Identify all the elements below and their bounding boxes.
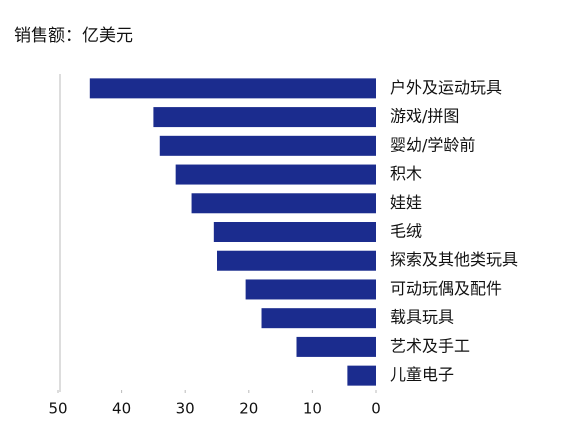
category-label: 艺术及手工 xyxy=(390,336,470,355)
bar xyxy=(261,308,376,329)
x-tick-label: 20 xyxy=(239,400,258,418)
x-tick-label: 30 xyxy=(176,400,195,418)
category-label: 积木 xyxy=(390,164,422,183)
bar xyxy=(175,164,376,185)
category-label: 载具玩具 xyxy=(390,308,454,327)
chart-title: 销售额：亿美元 xyxy=(14,26,133,46)
category-label: 儿童电子 xyxy=(390,365,454,384)
category-label: 户外及运动玩具 xyxy=(390,78,502,97)
bar xyxy=(89,78,377,99)
bar xyxy=(347,365,376,386)
bar xyxy=(296,336,376,357)
bar xyxy=(159,135,376,156)
x-tick-label: 50 xyxy=(48,400,67,418)
category-label: 婴幼/学龄前 xyxy=(390,135,475,154)
bar xyxy=(245,279,376,300)
category-label: 可动玩偶及配件 xyxy=(390,279,502,298)
category-label: 毛绒 xyxy=(390,222,422,241)
bar xyxy=(217,250,376,271)
category-label: 探索及其他类玩具 xyxy=(390,250,518,269)
category-label: 娃娃 xyxy=(390,193,422,212)
category-label: 游戏/拼图 xyxy=(390,107,459,126)
bar xyxy=(191,193,376,214)
x-tick-label: 40 xyxy=(112,400,131,418)
x-tick-label: 0 xyxy=(371,400,381,418)
bar xyxy=(213,222,376,242)
bar xyxy=(153,107,376,128)
x-tick-label: 10 xyxy=(303,400,322,418)
